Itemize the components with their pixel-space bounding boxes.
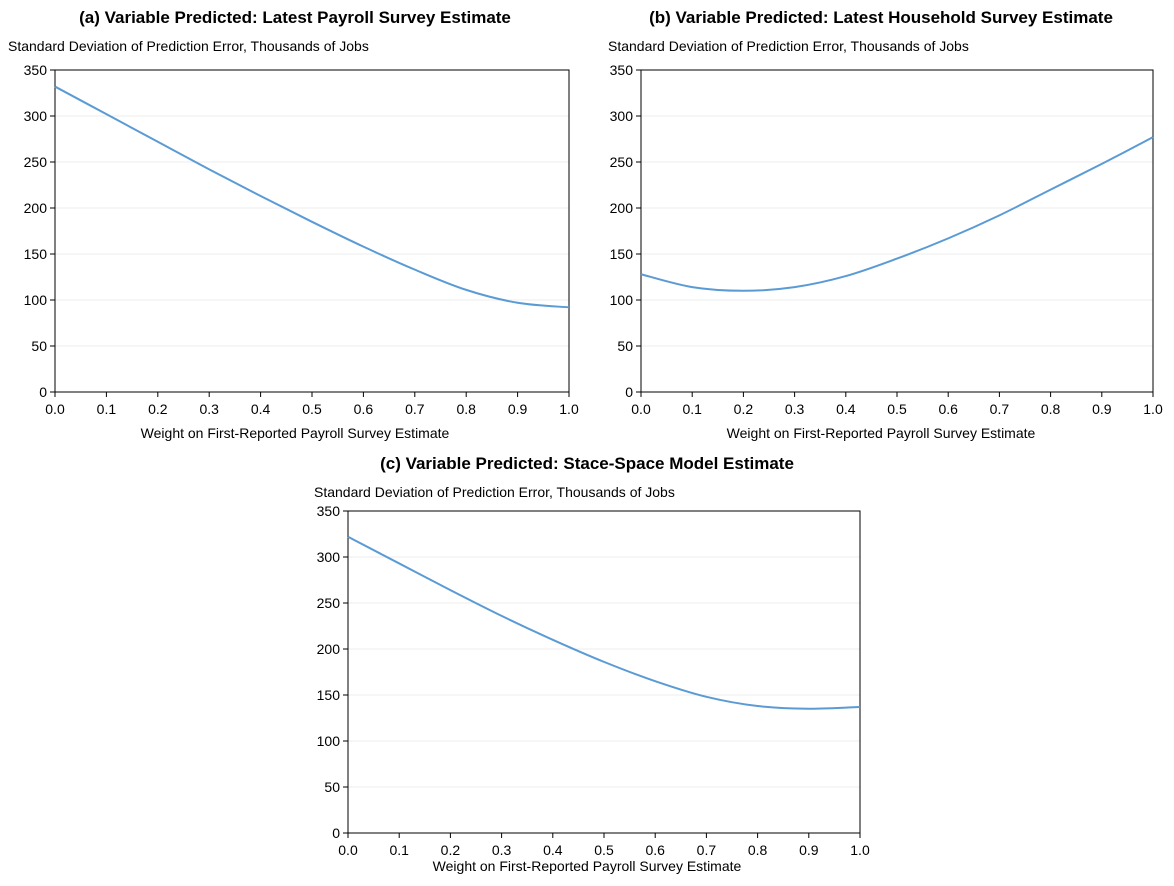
x-tick-label: 1.0: [1143, 401, 1163, 417]
y-tick-label: 0: [332, 825, 340, 841]
y-tick-label: 250: [24, 154, 48, 170]
x-tick-label: 0.4: [251, 401, 271, 417]
x-axis-label: Weight on First-Reported Payroll Survey …: [432, 858, 742, 874]
x-tick-label: 0.6: [645, 842, 665, 858]
x-tick-label: 0.8: [1041, 401, 1061, 417]
x-tick-label: 0.2: [148, 401, 168, 417]
series-line: [640, 136, 1154, 292]
y-tick-label: 150: [610, 246, 634, 262]
x-tick-label: 0.8: [456, 401, 476, 417]
x-tick-label: 0.7: [697, 842, 717, 858]
x-tick-label: 0.3: [492, 842, 512, 858]
plot-frame: [54, 69, 570, 393]
y-axis-label: Standard Deviation of Prediction Error, …: [314, 484, 675, 500]
y-tick-label: 200: [610, 200, 634, 216]
x-tick-label: 0.9: [508, 401, 528, 417]
x-axis-label: Weight on First-Reported Payroll Survey …: [726, 425, 1036, 441]
x-tick-label: 0.2: [441, 842, 461, 858]
y-tick-label: 300: [317, 549, 341, 565]
y-tick-label: 0: [625, 384, 633, 400]
x-tick-label: 0.3: [785, 401, 805, 417]
y-tick-label: 350: [317, 503, 341, 519]
x-tick-label: 0.4: [836, 401, 856, 417]
y-tick-label: 50: [617, 338, 633, 354]
y-tick-label: 150: [24, 246, 48, 262]
x-tick-label: 0.7: [990, 401, 1010, 417]
chart-title: (b) Variable Predicted: Latest Household…: [649, 8, 1113, 27]
y-tick-label: 100: [24, 292, 48, 308]
x-tick-label: 0.0: [338, 842, 358, 858]
x-tick-label: 0.2: [734, 401, 754, 417]
chart-panel-b: (b) Variable Predicted: Latest Household…: [588, 0, 1174, 445]
chart-title: (a) Variable Predicted: Latest Payroll S…: [79, 8, 511, 27]
y-tick-label: 300: [24, 108, 48, 124]
series-line: [54, 85, 570, 309]
chart-panel-a: (a) Variable Predicted: Latest Payroll S…: [0, 0, 590, 445]
y-tick-label: 50: [324, 779, 340, 795]
y-tick-label: 200: [317, 641, 341, 657]
x-tick-label: 0.0: [631, 401, 651, 417]
plot-area: 0 50 100 150 200 250 300 350 0.0 0.1 0.2 0.3 0.4 0.5 0…: [317, 503, 870, 858]
y-tick-label: 250: [610, 154, 634, 170]
x-tick-label: 0.3: [199, 401, 219, 417]
x-tick-label: 0.1: [682, 401, 702, 417]
plot-area: 0 50 100 150 200 250 300 350 0.0 0.1 0.2 0.3 0.4 0.5 0…: [610, 62, 1163, 417]
x-axis-label: Weight on First-Reported Payroll Survey …: [140, 425, 450, 441]
x-tick-label: 0.9: [1092, 401, 1112, 417]
y-tick-label: 300: [610, 108, 634, 124]
y-axis-label: Standard Deviation of Prediction Error, …: [8, 38, 369, 54]
x-tick-label: 0.5: [887, 401, 907, 417]
y-tick-label: 250: [317, 595, 341, 611]
y-tick-label: 0: [39, 384, 47, 400]
x-tick-label: 0.5: [302, 401, 322, 417]
x-tick-label: 0.7: [405, 401, 425, 417]
x-tick-label: 0.6: [938, 401, 958, 417]
y-axis-label: Standard Deviation of Prediction Error, …: [608, 38, 969, 54]
y-tick-label: 50: [31, 338, 47, 354]
chart-title: (c) Variable Predicted: Stace-Space Mode…: [380, 454, 794, 473]
y-tick-label: 150: [317, 687, 341, 703]
x-tick-label: 0.9: [799, 842, 819, 858]
x-tick-label: 0.4: [543, 842, 563, 858]
plot-frame: [640, 69, 1154, 393]
x-tick-label: 0.6: [354, 401, 374, 417]
y-tick-label: 200: [24, 200, 48, 216]
series-line: [347, 535, 861, 710]
y-tick-label: 100: [317, 733, 341, 749]
x-tick-label: 0.0: [45, 401, 65, 417]
x-tick-label: 1.0: [850, 842, 870, 858]
chart-panel-c: (c) Variable Predicted: Stace-Space Mode…: [290, 450, 884, 886]
x-tick-label: 0.1: [97, 401, 117, 417]
plot-frame: [347, 510, 861, 834]
x-tick-label: 0.5: [594, 842, 614, 858]
plot-area: 0 50 100 150 200 250 300 350 0.0 0.1 0.2 0.3 0.4 0.5 0…: [24, 62, 579, 417]
y-tick-label: 350: [24, 62, 48, 78]
x-tick-label: 0.1: [389, 842, 409, 858]
x-tick-label: 0.8: [748, 842, 768, 858]
y-tick-label: 100: [610, 292, 634, 308]
y-tick-label: 350: [610, 62, 634, 78]
x-tick-label: 1.0: [559, 401, 579, 417]
